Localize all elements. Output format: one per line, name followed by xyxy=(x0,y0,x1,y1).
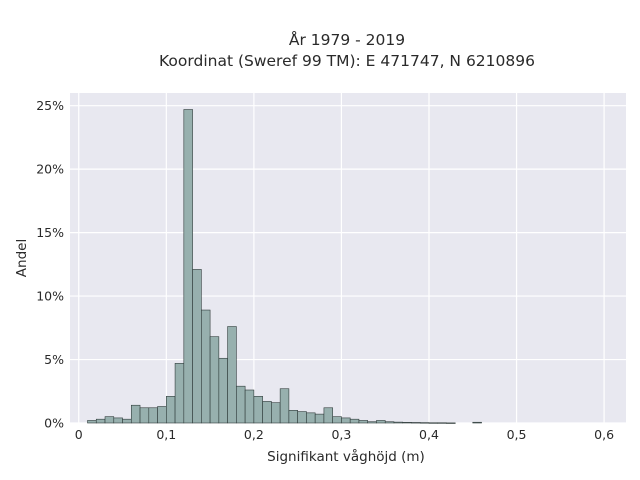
histogram-bar xyxy=(419,422,430,424)
x-tick-label: 0,3 xyxy=(331,427,351,442)
histogram-bar xyxy=(104,416,115,424)
x-tick-label: 0,6 xyxy=(594,427,614,442)
histogram-bar xyxy=(297,411,307,424)
histogram-bar xyxy=(367,421,377,424)
x-tick-label: 0,4 xyxy=(419,427,439,442)
histogram-bar xyxy=(437,422,447,424)
histogram-bar xyxy=(279,388,290,424)
x-tick-label: 0 xyxy=(75,427,83,442)
histogram-bar xyxy=(411,422,421,424)
y-tick-label: 10% xyxy=(36,289,64,304)
histogram-bar xyxy=(227,326,237,424)
histogram-bar xyxy=(218,357,228,424)
histogram-bar xyxy=(122,418,132,424)
histogram-bar xyxy=(174,363,185,424)
histogram-bar xyxy=(446,422,456,424)
y-tick-label: 25% xyxy=(36,98,64,113)
x-axis-ticks: 0 0,1 0,2 0,3 0,4 0,5 0,6 xyxy=(75,427,614,442)
y-tick-label: 5% xyxy=(44,352,64,367)
grid-lines xyxy=(70,93,626,424)
histogram-bar xyxy=(183,109,193,424)
chart-title-line-2: Koordinat (Sweref 99 TM): E 471747, N 62… xyxy=(159,52,535,70)
plot-area xyxy=(70,93,626,423)
histogram-bar xyxy=(192,269,202,424)
histogram-bar xyxy=(236,385,246,424)
x-tick-label: 0,1 xyxy=(156,427,176,442)
histogram-bar xyxy=(332,416,342,424)
histogram-bar xyxy=(201,309,211,424)
histogram-bar xyxy=(209,336,220,424)
histogram-bar xyxy=(157,406,167,424)
y-tick-label: 15% xyxy=(36,225,64,240)
histogram-bar xyxy=(113,417,123,424)
histogram-bar xyxy=(253,396,263,424)
histogram-bar xyxy=(139,407,150,424)
y-axis-ticks: 0% 5% 10% 15% 20% 25% xyxy=(36,98,64,430)
y-tick-label: 0% xyxy=(44,416,64,431)
histogram-bar xyxy=(288,410,298,424)
histogram-bar xyxy=(358,420,369,424)
histogram-bar xyxy=(428,422,439,424)
histogram-bar xyxy=(384,421,395,424)
histogram-bar xyxy=(271,402,281,424)
histogram-bar xyxy=(376,420,386,424)
histogram-bar xyxy=(244,389,255,424)
histogram-bar xyxy=(262,401,272,424)
x-axis-label: Signifikant våghöjd (m) xyxy=(267,448,425,465)
histogram-bar xyxy=(130,404,141,424)
x-tick-label: 0,2 xyxy=(244,427,264,442)
histogram-bar xyxy=(402,422,412,424)
histogram-bar xyxy=(472,421,482,424)
y-tick-label: 20% xyxy=(36,162,64,177)
histogram-bars xyxy=(87,109,482,424)
histogram-bar xyxy=(341,417,351,424)
chart-title-line-1: År 1979 - 2019 xyxy=(289,30,405,49)
x-tick-label: 0,5 xyxy=(507,427,527,442)
histogram-bar xyxy=(323,407,333,424)
histogram-bar xyxy=(87,420,97,424)
histogram-bar xyxy=(306,412,316,424)
histogram-bar xyxy=(95,418,106,424)
histogram-bar xyxy=(166,396,176,424)
histogram-bar xyxy=(349,418,360,424)
y-axis-label: Andel xyxy=(14,239,30,277)
histogram-bar xyxy=(393,421,404,424)
histogram-bar xyxy=(148,407,158,424)
histogram-bar xyxy=(314,413,325,424)
